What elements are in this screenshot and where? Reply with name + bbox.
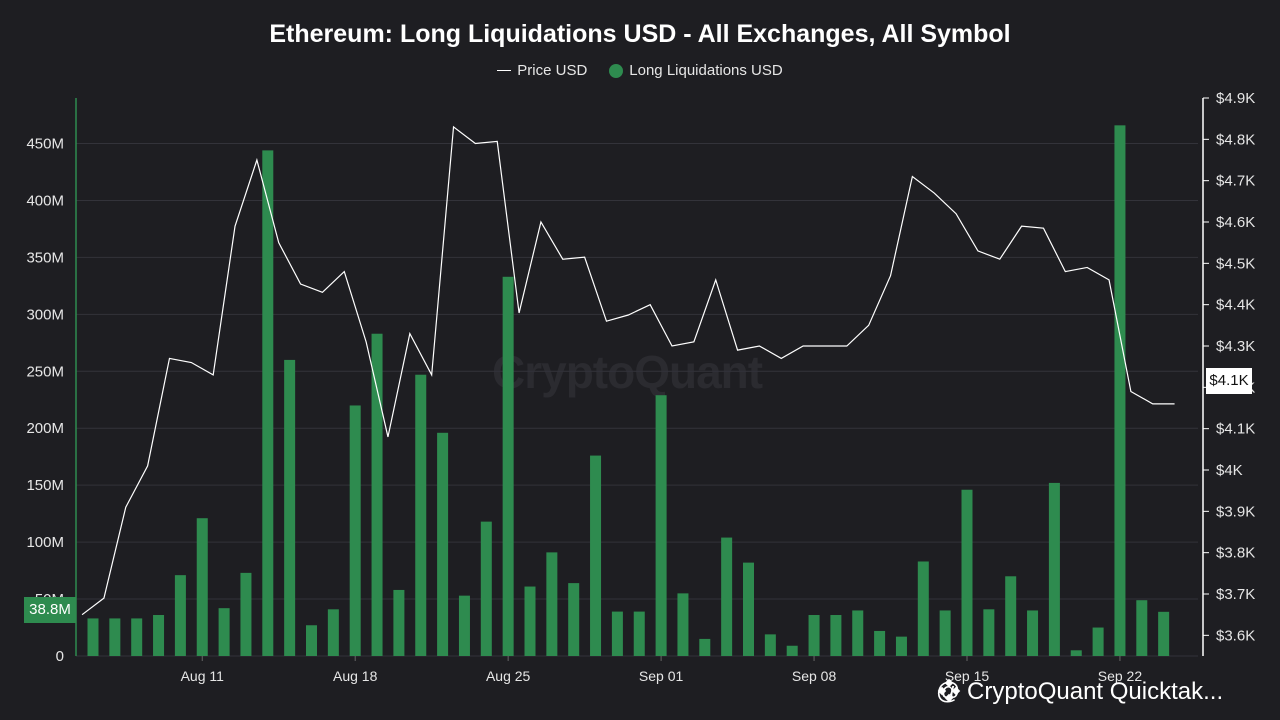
liquidation-bar — [1027, 610, 1039, 656]
y-right-tick-label: $4.1K — [1216, 421, 1255, 438]
y-right-tick-label: $4.5K — [1216, 255, 1255, 272]
cryptoquant-logo-icon — [937, 678, 961, 703]
x-tick-label: Sep 08 — [792, 668, 837, 684]
price-line — [81, 125, 1175, 616]
liquidation-bar — [808, 615, 820, 656]
y-left-tick-label: 350M — [26, 249, 64, 266]
liquidation-bar — [327, 609, 339, 656]
liquidation-bar — [983, 609, 995, 656]
legend-item-price[interactable]: Price USD — [497, 62, 587, 79]
liquidation-bar — [262, 150, 274, 656]
liquidation-bar — [895, 636, 907, 656]
y-right-tick-label: $3.6K — [1216, 627, 1255, 644]
y-left-tick-label: 200M — [26, 420, 64, 437]
y-right-tick-label: $3.8K — [1216, 545, 1255, 562]
last-value-badge-price: $4.1K — [1206, 368, 1252, 394]
liquidation-bar — [917, 561, 929, 656]
x-tick-label: Aug 18 — [333, 668, 378, 684]
liquidation-bar — [524, 586, 536, 656]
liquidation-bar — [874, 630, 886, 656]
liquidation-bar — [349, 405, 361, 656]
chart-legend: Price USD Long Liquidations USD — [0, 62, 1280, 79]
liquidation-bar — [87, 618, 99, 656]
liquidation-bar — [830, 615, 842, 656]
legend-label-liquidations: Long Liquidations USD — [629, 62, 783, 79]
liquidation-bar — [437, 432, 449, 656]
liquidation-bar — [1158, 611, 1170, 656]
y-left-tick-label: 150M — [26, 477, 64, 494]
liquidation-bar — [677, 593, 689, 656]
x-tick-label: Sep 15 — [945, 668, 990, 684]
liquidation-bar — [590, 455, 602, 656]
liquidation-bar — [764, 634, 776, 656]
liquidation-bar — [546, 552, 558, 656]
y-left-tick-label: 400M — [26, 192, 64, 209]
liquidation-bar — [786, 645, 798, 656]
liquidation-bar — [1005, 576, 1017, 656]
y-right-tick-label: $4.6K — [1216, 214, 1255, 231]
liquidation-bar — [306, 625, 317, 656]
liquidation-bar — [852, 610, 864, 656]
legend-label-price: Price USD — [517, 62, 588, 79]
liquidation-bar — [939, 610, 951, 656]
liquidation-bar — [415, 374, 427, 656]
liquidation-bar — [721, 537, 733, 656]
y-left-tick-label: 100M — [26, 534, 64, 551]
liquidation-bar — [480, 521, 492, 656]
liquidation-bar — [131, 618, 143, 656]
y-left-tick-label: 450M — [26, 136, 64, 153]
y-right-tick-label: $4.8K — [1216, 131, 1255, 148]
liquidation-bar — [655, 395, 667, 656]
y-left-tick-label: 300M — [26, 306, 64, 323]
liquidation-bar — [611, 611, 623, 656]
liquidation-bar — [240, 572, 252, 656]
x-tick-label: Sep 22 — [1098, 668, 1143, 684]
liquidation-bar — [196, 518, 208, 656]
liquidation-bar — [1048, 482, 1060, 656]
liquidation-bar — [393, 589, 405, 656]
liquidation-bar — [174, 575, 186, 656]
legend-item-liquidations[interactable]: Long Liquidations USD — [609, 62, 783, 79]
liquidation-bar — [1092, 627, 1104, 656]
liquidation-bar — [371, 333, 383, 656]
liquidation-bar — [568, 583, 580, 656]
liquidation-bar — [699, 638, 711, 656]
liquidation-bar — [1114, 125, 1126, 656]
y-left-tick-label: 250M — [26, 363, 64, 380]
liquidation-bar — [1136, 600, 1148, 656]
legend-line-swatch — [497, 70, 512, 71]
liquidation-bar — [502, 276, 514, 656]
x-tick-label: Sep 01 — [639, 668, 684, 684]
liquidation-bar — [743, 562, 754, 656]
footer-text: @ CryptoQuant Quicktak... — [936, 678, 1224, 705]
liquidation-bar — [284, 359, 296, 656]
liquidation-bar — [961, 489, 973, 656]
liquidation-bar — [458, 595, 470, 656]
y-right-tick-label: $4K — [1216, 462, 1243, 479]
y-right-tick-label: $4.4K — [1216, 297, 1255, 314]
liquidation-bar — [153, 615, 165, 656]
y-left-tick-label: 0 — [56, 648, 64, 665]
liquidation-bar — [633, 611, 645, 656]
liquidation-bar — [109, 618, 121, 656]
y-right-tick-label: $3.9K — [1216, 503, 1255, 520]
y-right-tick-label: $3.7K — [1216, 586, 1255, 603]
last-value-badge-liquidations: 38.8M — [24, 597, 76, 623]
legend-dot-swatch — [609, 63, 624, 78]
chart-title: Ethereum: Long Liquidations USD - All Ex… — [269, 20, 1011, 48]
x-tick-label: Aug 25 — [486, 668, 531, 684]
x-tick-label: Aug 11 — [181, 668, 225, 684]
watermark: CryptoQuant — [492, 346, 763, 398]
liquidation-bar — [218, 608, 230, 656]
y-right-tick-label: $4.7K — [1216, 173, 1255, 190]
liquidation-bar — [1070, 650, 1082, 656]
y-right-tick-label: $4.9K — [1216, 90, 1255, 107]
y-right-tick-label: $4.3K — [1216, 338, 1255, 355]
footer-attribution: @ CryptoQuant Quicktak... — [936, 678, 1223, 706]
